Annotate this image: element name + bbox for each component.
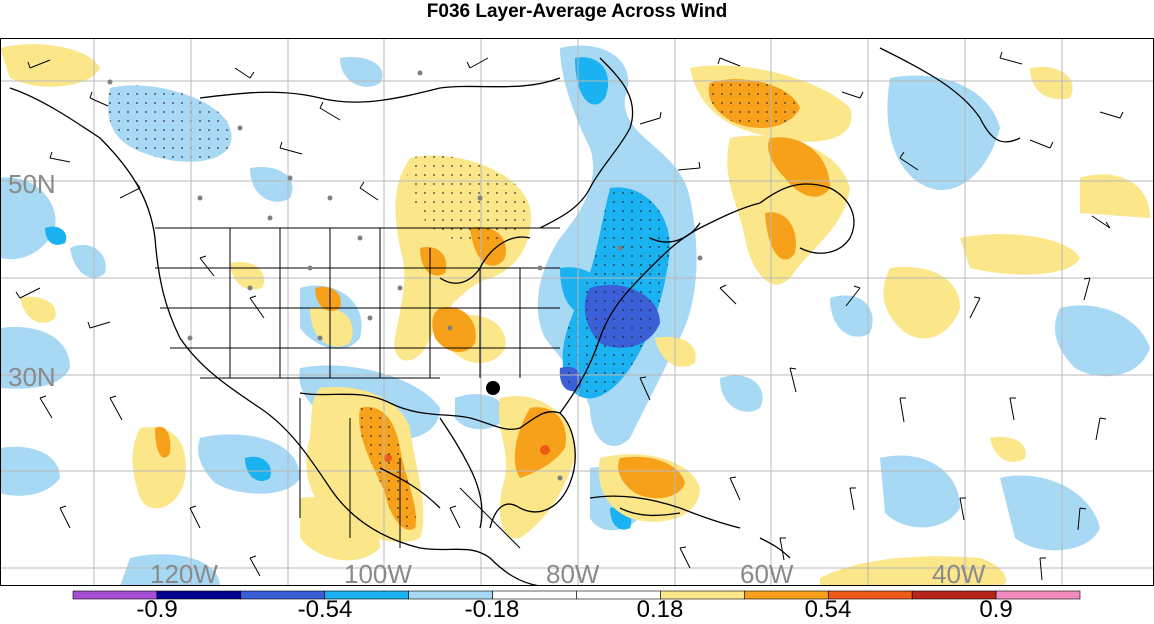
lon-label-60w: 60W bbox=[740, 559, 794, 586]
lon-label-100w: 100W bbox=[344, 559, 412, 586]
weather-map: 50N 30N 120W 100W 80W 60W 40W bbox=[0, 38, 1154, 586]
coastlines-and-borders bbox=[9, 47, 1021, 586]
colorbar-segment bbox=[995, 590, 1081, 600]
colorbar-label: 0.18 bbox=[636, 596, 684, 623]
colorbar-label: 0.9 bbox=[979, 596, 1013, 623]
observation-sites bbox=[107, 70, 703, 481]
colorbar-label: 0.54 bbox=[804, 596, 852, 623]
lon-label-40w: 40W bbox=[932, 559, 986, 586]
colorbar-label: -0.54 bbox=[297, 596, 353, 623]
map-title: F036 Layer-Average Across Wind bbox=[426, 1, 728, 22]
colorbar-label: -0.9 bbox=[136, 596, 178, 623]
colorbar-label: -0.18 bbox=[464, 596, 520, 623]
lat-label-30n: 30N bbox=[8, 362, 56, 392]
political-boundaries bbox=[155, 227, 560, 549]
storm-location-dot bbox=[486, 381, 500, 395]
significance-stippling bbox=[108, 79, 800, 530]
lon-label-80w: 80W bbox=[546, 559, 600, 586]
wind-barbs bbox=[15, 51, 1124, 581]
colorbar bbox=[72, 590, 1081, 600]
lat-label-50n: 50N bbox=[8, 169, 56, 199]
lat-lon-grid bbox=[0, 38, 1154, 586]
lon-label-120w: 120W bbox=[150, 559, 218, 586]
